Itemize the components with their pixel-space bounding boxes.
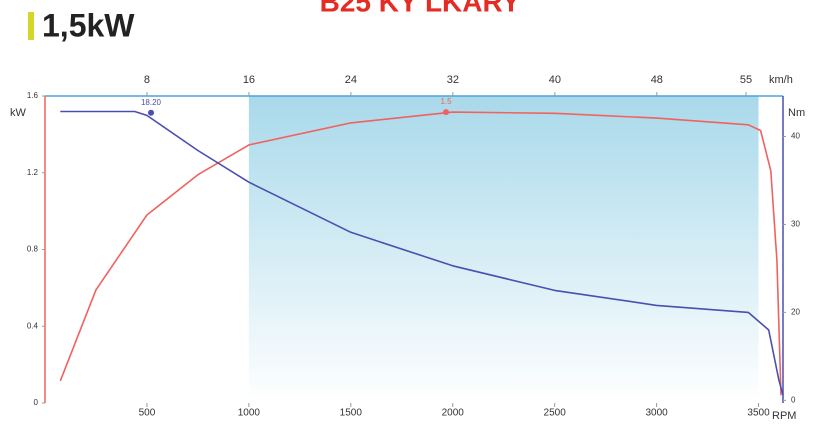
x2-tick-label: 48 [651, 74, 663, 86]
y2-tick-label: 20 [791, 308, 800, 317]
shaded-range [248, 96, 759, 403]
x2-axis-label: km/h [769, 74, 793, 86]
y-tick-label: 0.4 [27, 321, 39, 330]
series-line [59, 111, 782, 396]
x-tick-label: 500 [139, 408, 156, 419]
x-tick-label: 1000 [238, 408, 261, 419]
x-tick-label: 1500 [340, 408, 363, 419]
chart-title: B25 KY LKARY [320, 0, 521, 17]
x2-tick-label: 24 [345, 74, 357, 86]
annotation-dot [148, 109, 155, 116]
x-axis-label: RPM [772, 410, 796, 422]
y2-tick-label: 30 [791, 220, 800, 229]
x-tick-label: 3500 [747, 408, 770, 419]
x2-tick-label: 32 [447, 74, 459, 86]
y2-tick-label: 0 [791, 395, 796, 404]
y2-tick-label: 40 [791, 132, 800, 141]
annotation-label: 18.20 [141, 98, 162, 107]
y-tick-label: 0.8 [27, 245, 39, 254]
x2-tick-label: 55 [740, 74, 752, 86]
y-tick-label: 1.2 [27, 168, 39, 177]
header-title: 1,5kW [42, 7, 135, 43]
header-bar [28, 12, 34, 40]
y-tick-label: 1.6 [27, 91, 39, 100]
annotation-dot [443, 109, 450, 116]
y-axis-label: kW [10, 107, 27, 119]
x2-tick-label: 40 [549, 74, 561, 86]
x-tick-label: 2500 [544, 408, 567, 419]
annotation-label: 1.5 [440, 97, 452, 106]
y2-axis-label: Nm [788, 107, 805, 119]
series-line [60, 110, 784, 396]
x-tick-label: 2000 [442, 408, 465, 419]
x2-tick-label: 8 [144, 74, 150, 86]
y-tick-label: 0 [34, 398, 39, 407]
x2-tick-label: 16 [243, 74, 255, 86]
x-tick-label: 3000 [645, 408, 668, 419]
